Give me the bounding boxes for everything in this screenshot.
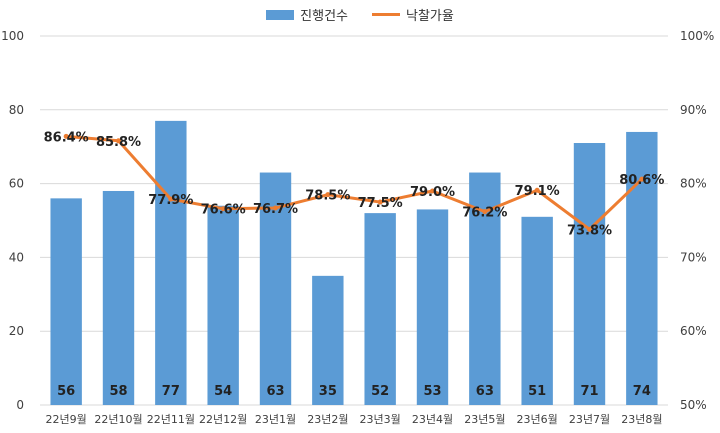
bar-value-label: 63 <box>266 384 284 399</box>
bar-value-label: 54 <box>214 384 232 399</box>
line-point <box>587 226 592 232</box>
line-point <box>168 196 174 202</box>
bar-value-label: 52 <box>371 384 389 399</box>
bar <box>573 143 606 405</box>
x-tick-label: 22년9월 <box>46 413 87 426</box>
line-value-label: 77.9% <box>148 193 193 208</box>
line-value-label: 76.7% <box>253 202 298 217</box>
bar-value-label: 63 <box>476 384 494 399</box>
line-value-label: 80.6% <box>619 173 664 188</box>
line-point <box>430 188 435 194</box>
y2-tick-label: 50% <box>680 398 707 412</box>
y2-tick-label: 90% <box>680 103 707 117</box>
x-tick-label: 23년8월 <box>621 413 662 426</box>
line-value-label: 76.6% <box>201 203 246 218</box>
line-point <box>325 192 331 198</box>
bar-value-label: 71 <box>580 384 598 399</box>
line-value-label: 79.1% <box>515 184 560 199</box>
bar-value-label: 77 <box>162 384 180 399</box>
x-tick-label: 23년4월 <box>412 413 453 426</box>
bar-value-label: 51 <box>528 384 546 399</box>
legend-item-line: 낙찰가율 <box>372 5 454 24</box>
y-tick-label: 0 <box>16 398 24 412</box>
bar-value-label: 35 <box>319 384 337 399</box>
bar-value-label: 53 <box>423 384 441 399</box>
line-point <box>63 133 69 139</box>
x-tick-label: 23년1월 <box>255 413 296 426</box>
y2-tick-label: 70% <box>680 250 707 264</box>
legend-item-bars: 진행건수 <box>266 5 348 24</box>
bar <box>521 216 553 405</box>
legend-line-label: 낙찰가율 <box>406 9 454 24</box>
legend: 진행건수 낙찰가율 <box>0 5 720 24</box>
x-tick-label: 22년10월 <box>94 413 142 426</box>
line-value-label: 76.2% <box>462 206 507 221</box>
line-series <box>66 134 643 231</box>
bar <box>416 209 449 405</box>
line-value-label: 73.8% <box>567 223 612 238</box>
y2-tick-label: 80% <box>680 177 707 191</box>
legend-line-swatch <box>372 13 400 16</box>
x-tick-label: 23년6월 <box>517 413 558 426</box>
y-tick-label: 60 <box>9 177 24 191</box>
line-value-label: 78.5% <box>305 189 350 204</box>
legend-bar-swatch <box>266 9 295 20</box>
y-tick-label: 80 <box>9 103 24 117</box>
line-point <box>377 199 383 205</box>
x-tick-label: 23년5월 <box>464 413 505 426</box>
line-point <box>639 176 645 182</box>
bar <box>259 172 292 405</box>
line-value-label: 85.8% <box>96 135 141 150</box>
line-point <box>534 187 540 193</box>
y-tick-label: 40 <box>9 250 24 264</box>
bar <box>102 190 135 405</box>
line-point <box>116 138 121 144</box>
bar-value-label: 58 <box>109 384 127 399</box>
legend-bar-label: 진행건수 <box>300 9 348 24</box>
x-tick-label: 23년2월 <box>307 413 348 426</box>
bar-value-label: 74 <box>633 384 651 399</box>
line-value-label: 77.5% <box>358 196 403 211</box>
x-tick-label: 23년3월 <box>360 413 401 426</box>
line-value-label: 79.0% <box>410 185 455 200</box>
bar <box>50 198 82 405</box>
x-tick-label: 23년7월 <box>569 413 610 426</box>
y-tick-label: 20 <box>9 324 24 338</box>
bar <box>207 205 239 405</box>
bar <box>312 275 344 405</box>
line-point <box>220 206 226 212</box>
x-tick-label: 22년11월 <box>147 413 195 426</box>
line-point <box>482 209 488 215</box>
line-value-label: 86.4% <box>44 130 89 145</box>
y2-tick-label: 100% <box>680 29 714 43</box>
y-tick-label: 100 <box>1 29 24 43</box>
x-tick-label: 22년12월 <box>199 413 247 426</box>
line-point <box>273 205 278 211</box>
bar-value-label: 56 <box>57 384 75 399</box>
bar <box>155 120 187 406</box>
bar <box>364 213 396 405</box>
y2-tick-label: 60% <box>680 324 707 338</box>
